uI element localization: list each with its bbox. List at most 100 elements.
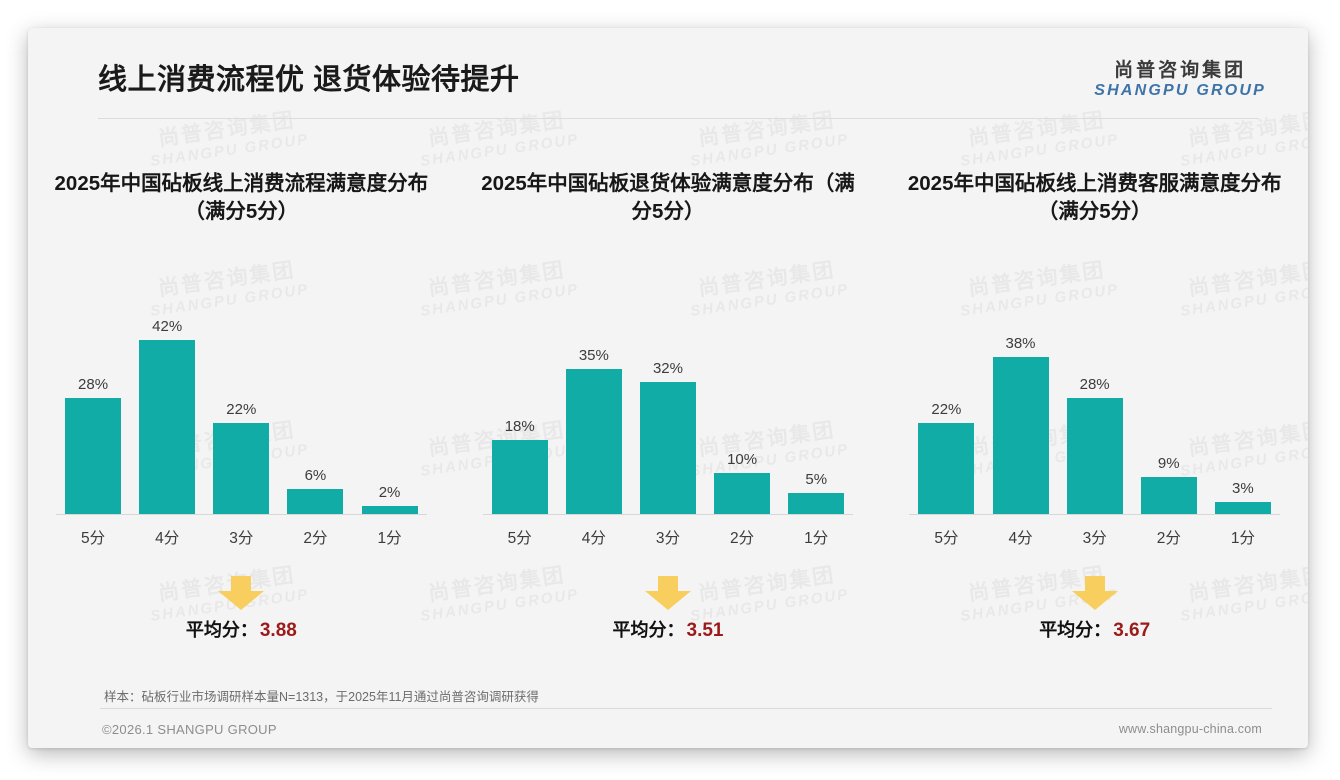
- bar-column[interactable]: 42%: [132, 306, 202, 514]
- logo-english-text: SHANGPU GROUP: [1094, 81, 1266, 99]
- bar-chart-plot: 18% 35% 32% 10% 5% 5分 4分 3分 2分 1分: [482, 306, 854, 556]
- bar-column[interactable]: 28%: [1059, 306, 1129, 514]
- sample-footnote: 样本：砧板行业市场调研样本量N=1313，于2025年11月通过尚普咨询调研获得: [104, 690, 539, 704]
- bar-value-label: 32%: [652, 359, 683, 377]
- bar[interactable]: [1140, 476, 1197, 514]
- logo-chinese-text: 尚普咨询集团: [1114, 60, 1247, 81]
- chart-panel-3: 2025年中国砧板线上消费客服满意度分布（满分5分） 22% 38% 28% 9% 3% 5…: [881, 156, 1308, 686]
- x-axis-tick-label: 4分: [581, 530, 606, 547]
- bar-value-label: 3%: [1232, 479, 1254, 497]
- bar[interactable]: [565, 369, 622, 514]
- website-link[interactable]: www.shangpu-china.com: [1118, 722, 1262, 736]
- x-axis-tick-label: 4分: [155, 530, 180, 547]
- bar[interactable]: [714, 472, 771, 514]
- bar-column[interactable]: 28%: [58, 306, 128, 514]
- slide-footer: ©2026.1 SHANGPU GROUP www.shangpu-china.…: [28, 716, 1308, 748]
- bar-value-label: 22%: [931, 401, 962, 419]
- chart-title: 2025年中国砧板线上消费流程满意度分布（满分5分）: [54, 172, 429, 224]
- average-score-label: 平均分：: [612, 620, 685, 640]
- bar[interactable]: [992, 356, 1049, 514]
- bar[interactable]: [65, 398, 122, 514]
- bar[interactable]: [639, 381, 696, 514]
- chart-panel-2: 2025年中国砧板退货体验满意度分布（满分5分） 18% 35% 32% 10% 5% 5分…: [455, 156, 882, 686]
- x-axis-tick-label: 5分: [507, 530, 532, 547]
- bar-value-label: 9%: [1157, 454, 1180, 472]
- bar-value-label: 42%: [152, 318, 183, 336]
- bar-value-label: 5%: [805, 471, 828, 489]
- bar-column[interactable]: 32%: [633, 306, 703, 514]
- average-score-block: 平均分： 3.88: [28, 576, 455, 642]
- slide-header: 线上消费流程优 退货体验待提升 尚普咨询集团 SHANGPU GROUP: [28, 28, 1308, 118]
- copyright-text: ©2026.1 SHANGPU GROUP: [102, 722, 277, 737]
- bar-group: 22% 38% 28% 9% 3%: [909, 306, 1280, 514]
- average-score-value: 3.88: [259, 620, 297, 641]
- header-divider: [98, 118, 1258, 119]
- x-axis-tick-labels: 5分 4分 3分 2分 1分: [483, 522, 854, 552]
- bar-group: 28% 42% 22% 6% 2%: [56, 306, 427, 514]
- bar-column[interactable]: 10%: [707, 306, 777, 514]
- bar[interactable]: [213, 423, 270, 514]
- chart-panel-1: 2025年中国砧板线上消费流程满意度分布（满分5分） 28% 42% 22% 6% 2% 5…: [28, 156, 455, 686]
- bar[interactable]: [1214, 501, 1271, 514]
- x-axis-tick-label: 2分: [730, 530, 755, 547]
- x-axis-tick-label: 1分: [804, 530, 829, 547]
- bar-value-label: 18%: [504, 417, 535, 435]
- average-score-text: 平均分： 3.51: [455, 616, 882, 642]
- x-axis-tick-label: 3分: [1082, 530, 1107, 547]
- bar-column[interactable]: 18%: [485, 306, 555, 514]
- bar-column[interactable]: 38%: [985, 306, 1055, 514]
- bar[interactable]: [788, 493, 845, 514]
- bar-chart-plot: 28% 42% 22% 6% 2% 5分 4分 3分 2分 1分: [56, 306, 427, 556]
- bar[interactable]: [361, 505, 418, 514]
- chart-title: 2025年中国砧板线上消费客服满意度分布（满分5分）: [907, 172, 1282, 224]
- x-axis-line: [909, 514, 1281, 515]
- x-axis-line: [482, 514, 854, 515]
- brand-logo: 尚普咨询集团 SHANGPU GROUP: [1094, 60, 1266, 100]
- average-score-text: 平均分： 3.88: [28, 616, 455, 642]
- average-score-label: 平均分：: [1039, 620, 1112, 640]
- bar-column[interactable]: 22%: [206, 306, 276, 514]
- x-axis-tick-labels: 5分 4分 3分 2分 1分: [56, 522, 427, 552]
- charts-container: 2025年中国砧板线上消费流程满意度分布（满分5分） 28% 42% 22% 6% 2% 5…: [28, 156, 1308, 686]
- x-axis-tick-label: 2分: [1156, 530, 1181, 547]
- average-score-value: 3.67: [1113, 620, 1151, 641]
- x-axis-tick-label: 3分: [655, 530, 681, 547]
- bar-value-label: 35%: [578, 347, 609, 365]
- bar-column[interactable]: 35%: [559, 306, 629, 514]
- bar-column[interactable]: 6%: [280, 306, 350, 514]
- x-axis-tick-label: 1分: [377, 530, 402, 547]
- bar-column[interactable]: 2%: [354, 306, 424, 514]
- average-score-block: 平均分： 3.67: [881, 576, 1308, 642]
- bar-value-label: 6%: [304, 467, 327, 485]
- bar-column[interactable]: 3%: [1208, 306, 1278, 514]
- x-axis-tick-label: 5分: [80, 530, 106, 547]
- average-score-label: 平均分：: [185, 620, 258, 640]
- bar-value-label: 28%: [1079, 376, 1110, 394]
- bar[interactable]: [287, 489, 344, 514]
- x-axis-tick-label: 2分: [303, 530, 328, 547]
- x-axis-line: [56, 514, 427, 515]
- bar-chart-plot: 22% 38% 28% 9% 3% 5分 4分 3分 2分 1分: [909, 306, 1281, 556]
- x-axis-tick-label: 4分: [1008, 530, 1033, 547]
- bar-column[interactable]: 9%: [1134, 306, 1204, 514]
- page-title: 线上消费流程优 退货体验待提升: [98, 64, 520, 96]
- arrow-down-icon: [645, 576, 691, 610]
- bar[interactable]: [139, 340, 196, 514]
- bar-value-label: 10%: [727, 450, 758, 468]
- bar-column[interactable]: 5%: [781, 306, 851, 514]
- arrow-down-icon: [1071, 576, 1118, 610]
- bar[interactable]: [491, 439, 548, 514]
- bar-value-label: 2%: [378, 483, 401, 501]
- x-axis-tick-label: 1分: [1230, 530, 1255, 547]
- bar[interactable]: [1066, 398, 1123, 514]
- x-axis-tick-labels: 5分 4分 3分 2分 1分: [909, 522, 1280, 552]
- average-score-value: 3.51: [686, 620, 724, 641]
- chart-title: 2025年中国砧板退货体验满意度分布（满分5分）: [481, 172, 855, 224]
- bar-value-label: 22%: [226, 401, 257, 419]
- bar-column[interactable]: 22%: [911, 306, 981, 514]
- footer-divider: [100, 708, 1272, 709]
- x-axis-tick-label: 3分: [229, 530, 254, 547]
- bar[interactable]: [918, 423, 975, 514]
- bar-group: 18% 35% 32% 10% 5%: [483, 306, 854, 514]
